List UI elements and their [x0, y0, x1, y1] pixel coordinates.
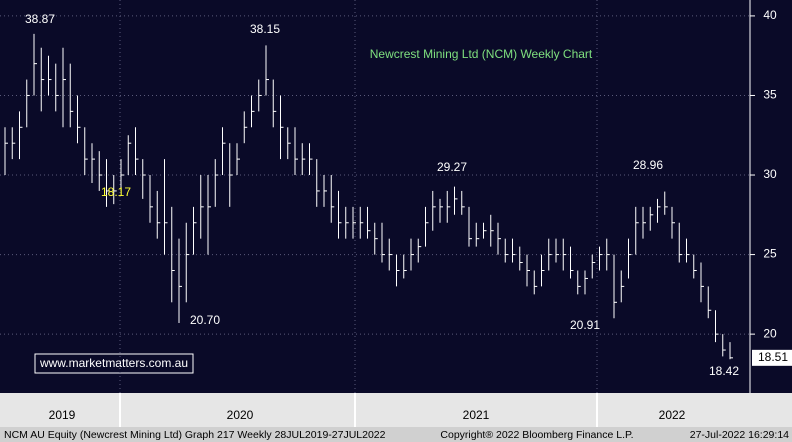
y-tick-label: 20 [763, 326, 777, 340]
x-tick-label: 2019 [49, 408, 76, 422]
chart-title: Newcrest Mining Ltd (NCM) Weekly Chart [370, 47, 593, 61]
y-tick-label: 30 [763, 167, 777, 181]
last-price-label: 18.51 [758, 350, 788, 364]
watermark: www.marketmatters.com.au [39, 356, 188, 370]
annotation: 20.70 [190, 313, 220, 327]
footer-left: NCM AU Equity (Newcrest Mining Ltd) Grap… [4, 429, 386, 441]
annotation: 18.42 [709, 364, 739, 378]
y-tick-label: 35 [763, 88, 777, 102]
annotation: 38.87 [25, 12, 55, 26]
plot-area [0, 0, 750, 393]
y-tick-label: 25 [763, 247, 777, 261]
annotation: 20.91 [570, 318, 600, 332]
annotation: 38.15 [250, 22, 280, 36]
x-tick-label: 2022 [659, 408, 686, 422]
annotation: 18.17 [101, 185, 131, 199]
watermark-box [34, 353, 194, 374]
y-tick-label: 40 [763, 8, 777, 22]
x-tick-label: 2021 [463, 408, 490, 422]
footer-strip [0, 427, 792, 442]
x-tick-label: 2020 [227, 408, 254, 422]
x-axis-strip [0, 393, 792, 427]
annotation: 28.96 [633, 158, 663, 172]
footer-right: 27-Jul-2022 16:29:14 [690, 429, 789, 441]
y-axis-area [750, 0, 792, 393]
last-price-box [752, 349, 792, 366]
footer-center: Copyright® 2022 Bloomberg Finance L.P. [440, 429, 633, 441]
annotation: 29.27 [437, 160, 467, 174]
